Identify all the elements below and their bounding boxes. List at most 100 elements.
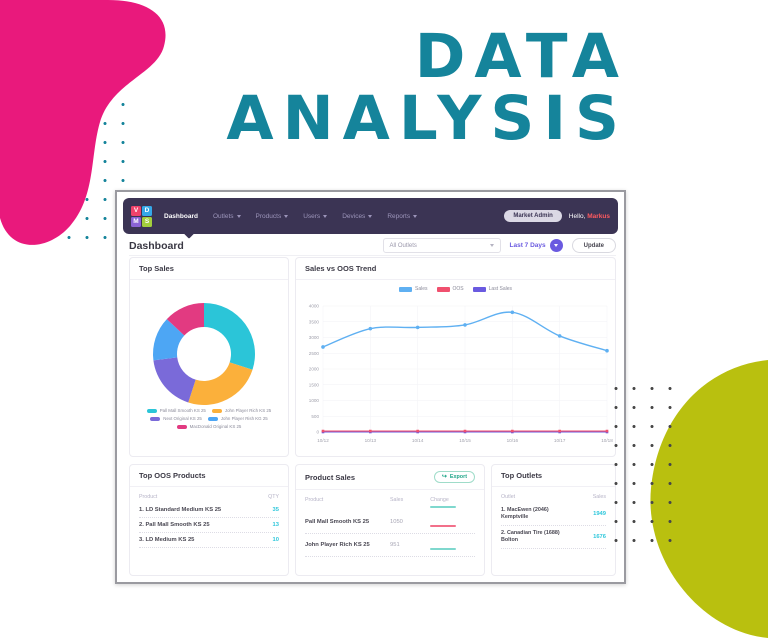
line-legend-item-sales[interactable]: Sales <box>399 286 428 292</box>
change-sparkline-down <box>430 525 457 527</box>
qty-value: 13 <box>272 522 279 528</box>
nav-item-users[interactable]: Users <box>303 213 328 220</box>
col-change: Change <box>430 497 475 508</box>
poster-title: DATA ANALYSIS <box>226 26 628 150</box>
logo-letter-m: M <box>131 216 141 227</box>
top-sales-header: Top Sales <box>130 258 288 280</box>
table-row: 1. LD Standard Medium KS 25 35 <box>139 503 279 518</box>
donut-legend-item[interactable]: John Player Rich KS 25 <box>211 408 271 413</box>
product-sales-rows: Pall Mall Smooth KS 25 1050 John Player Ri… <box>305 511 475 557</box>
outlet-name: 2. Canadian Tire (1688) Bolton <box>501 530 560 543</box>
data-point[interactable] <box>605 348 609 353</box>
greeting-username[interactable]: Markus <box>587 212 610 220</box>
legend-label: John Player Rish KG 25 <box>220 416 268 421</box>
axis-tick-label: 1000 <box>309 398 320 403</box>
nav-item-reports[interactable]: Reports <box>387 212 418 220</box>
col-outlet: Outlet <box>501 494 516 500</box>
data-point[interactable] <box>321 429 325 433</box>
data-point[interactable] <box>510 310 515 315</box>
axis-tick-label: 10/12 <box>317 438 329 443</box>
top-outlets-card: Top Outlets Outlet Sales 1. MacEwen (204… <box>491 464 616 576</box>
update-button[interactable]: Update <box>571 238 616 253</box>
data-point[interactable] <box>558 429 561 433</box>
trend-title: Sales vs OOS Trend <box>305 264 377 273</box>
logo-letter-v: V <box>131 205 141 216</box>
product-name: John Player Rich KS 25 <box>305 542 370 548</box>
top-sales-title: Top Sales <box>139 264 174 273</box>
table-row: 2. Canadian Tire (1688) Bolton 1676 <box>501 526 606 549</box>
nav-item-label: Products <box>255 212 282 220</box>
data-point[interactable] <box>557 334 562 338</box>
axis-tick-label: 3000 <box>309 335 320 340</box>
axis-tick-label: 500 <box>311 414 319 419</box>
col-product: Product <box>305 497 324 503</box>
product-name: 2. Pall Mall Smooth KS 25 <box>139 522 210 528</box>
outlet-name: 1. MacEwen (2046) Kemptville <box>501 507 549 520</box>
donut-segment-3[interactable] <box>152 319 185 361</box>
nav-item-label: Reports <box>387 212 411 220</box>
legend-label: Next Original KS 25 <box>163 416 202 421</box>
sales-value: 1676 <box>593 534 606 540</box>
donut-segment-1[interactable] <box>188 362 253 405</box>
nav-item-dashboard[interactable]: Dashboard <box>164 213 198 220</box>
legend-label: Sales <box>415 286 428 292</box>
top-oos-card: Top OOS Products Product QTY 1. LD Stand… <box>129 464 289 576</box>
date-range-button[interactable]: Last 7 Days <box>510 239 563 252</box>
donut-legend: Pall Mall Smooth KS 25 John Player Rich K… <box>135 408 283 429</box>
axis-tick-label: 10/13 <box>365 438 377 443</box>
legend-swatch <box>207 416 218 421</box>
data-point[interactable] <box>321 345 325 349</box>
change-cell <box>430 540 475 550</box>
line-legend-item-last-sales[interactable]: Last Sales <box>472 286 512 292</box>
data-point[interactable] <box>463 323 467 327</box>
sales-value: 951 <box>390 542 400 548</box>
legend-label: OOS <box>452 286 464 292</box>
greeting-prefix: Hello, <box>568 212 586 220</box>
product-name: 1. LD Standard Medium KS 25 <box>139 507 222 513</box>
legend-label: Last Sales <box>488 286 512 292</box>
data-point[interactable] <box>369 429 372 433</box>
nav-item-products[interactable]: Products <box>256 213 289 220</box>
top-outlets-title: Top Outlets <box>501 471 543 480</box>
nav-item-outlets[interactable]: Outlets <box>213 213 241 220</box>
donut-legend-item[interactable]: Next Original KS 25 <box>150 416 202 421</box>
trend-line-chart[interactable]: 0 500 1000 1500 2000 2500 3000 3500 4000 10/12 10/… <box>296 300 615 456</box>
data-point[interactable] <box>368 326 373 331</box>
data-point[interactable] <box>415 325 420 330</box>
export-button[interactable]: ↪ Export <box>433 471 475 483</box>
donut-legend-item[interactable]: Pall Mall Smooth KS 25 <box>146 408 206 413</box>
top-sales-donut-chart[interactable] <box>130 280 288 425</box>
line-legend-item-oos[interactable]: OOS <box>436 286 464 292</box>
donut-segment-0[interactable] <box>204 303 255 370</box>
axis-tick-label: 1500 <box>309 382 320 387</box>
table-row: 1. MacEwen (2046) Kemptville 1949 <box>501 503 606 526</box>
data-point[interactable] <box>416 429 419 433</box>
role-badge: Market Admin <box>504 210 562 222</box>
nav-item-devices[interactable]: Devices <box>342 213 373 220</box>
change-header-spark <box>430 506 457 508</box>
donut-segment-4[interactable] <box>166 303 204 336</box>
product-sales-table: Product Sales Change Pall Mall Smooth KS… <box>296 490 484 557</box>
data-point[interactable] <box>511 429 514 433</box>
legend-swatch <box>436 286 450 292</box>
donut-segment-2[interactable] <box>153 357 196 403</box>
legend-swatch <box>150 416 161 421</box>
donut-legend-item[interactable]: MacDonald Original KS 25 <box>176 424 241 429</box>
outlet-select[interactable]: All Outlets <box>382 238 501 253</box>
date-range-circle[interactable] <box>549 239 563 252</box>
poster-title-line2: ANALYSIS <box>226 83 628 154</box>
date-range-label: Last 7 Days <box>509 242 546 249</box>
export-label: Export <box>449 474 467 480</box>
axis-tick-label: 0 <box>316 430 319 435</box>
nav-items: Dashboard Outlets Products Users Devices Repo… <box>164 212 418 220</box>
navbar-right: Market Admin Hello, Markus <box>504 210 610 222</box>
donut-legend-item[interactable]: John Player Rish KG 25 <box>207 416 268 421</box>
product-name: Pall Mall Smooth KS 25 <box>305 519 370 525</box>
data-point[interactable] <box>463 429 467 433</box>
chevron-down-icon <box>284 214 289 218</box>
chevron-down-icon <box>413 214 418 218</box>
logo-letter-s: S <box>142 216 152 227</box>
